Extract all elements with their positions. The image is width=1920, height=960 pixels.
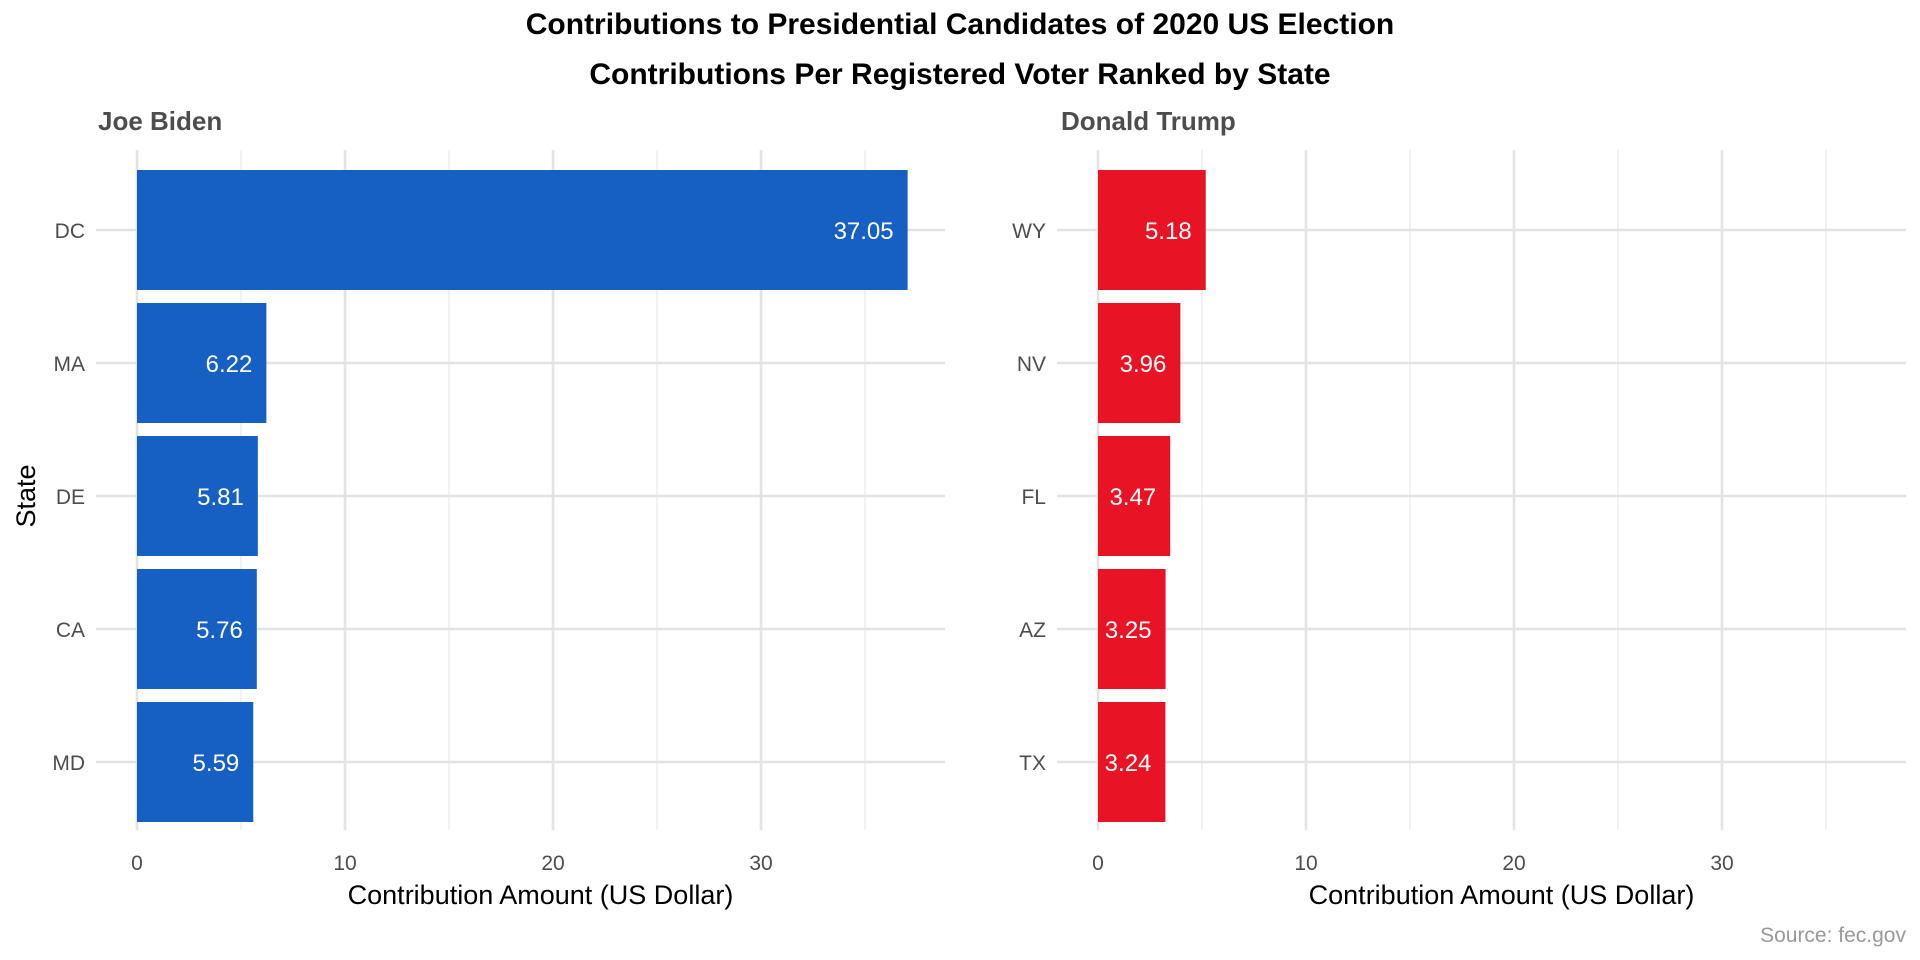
facet-panel: Donald Trump 5.18 WY 3.96 NV 3.47 FL 3.25 AZ 3.24… bbox=[1012, 106, 1906, 910]
y-axis-title: State bbox=[11, 464, 41, 527]
x-tick-label: 0 bbox=[131, 852, 143, 875]
x-axis-title: Contribution Amount (US Dollar) bbox=[348, 880, 734, 910]
bar-value-label: 5.76 bbox=[196, 617, 243, 644]
chart-caption: Source: fec.gov bbox=[1760, 924, 1906, 947]
bar-value-label: 3.96 bbox=[1120, 351, 1167, 378]
y-tick-label: DC bbox=[55, 220, 85, 243]
facet-title: Donald Trump bbox=[1061, 106, 1236, 136]
x-tick-label: 30 bbox=[1710, 852, 1733, 875]
bar bbox=[137, 569, 257, 689]
bar bbox=[137, 702, 254, 822]
bar bbox=[1098, 569, 1166, 689]
bar-value-label: 5.18 bbox=[1145, 218, 1192, 245]
facet-panel: Joe Biden 37.05 DC 6.22 MA 5.81 DE 5.76 CA 5.59 MD… bbox=[52, 106, 945, 910]
bar bbox=[137, 436, 258, 556]
bar bbox=[137, 303, 267, 423]
x-tick-label: 10 bbox=[1294, 852, 1317, 875]
chart-subtitle: Contributions Per Registered Voter Ranke… bbox=[589, 58, 1330, 91]
y-tick-label: TX bbox=[1019, 752, 1046, 775]
bar bbox=[1098, 170, 1206, 290]
y-tick-label: MD bbox=[52, 752, 85, 775]
y-tick-label: WY bbox=[1012, 220, 1046, 243]
bar-value-label: 3.47 bbox=[1109, 484, 1156, 511]
facet-panels: Joe Biden 37.05 DC 6.22 MA 5.81 DE 5.76 CA 5.59 MD… bbox=[52, 106, 1906, 910]
bar-value-label: 5.59 bbox=[193, 750, 240, 777]
x-axis-title: Contribution Amount (US Dollar) bbox=[1309, 880, 1695, 910]
bar-value-label: 3.25 bbox=[1105, 617, 1152, 644]
x-tick-label: 10 bbox=[333, 852, 356, 875]
x-tick-label: 20 bbox=[541, 852, 564, 875]
y-tick-label: DE bbox=[56, 486, 85, 509]
bar-value-label: 5.81 bbox=[197, 484, 244, 511]
bar bbox=[1098, 303, 1181, 423]
x-tick-label: 30 bbox=[749, 852, 772, 875]
chart-title: Contributions to Presidential Candidates… bbox=[526, 8, 1394, 41]
y-tick-label: AZ bbox=[1019, 619, 1046, 642]
bar-value-label: 37.05 bbox=[834, 218, 894, 245]
y-tick-label: NV bbox=[1017, 353, 1046, 376]
bar-value-label: 6.22 bbox=[206, 351, 253, 378]
x-tick-label: 20 bbox=[1502, 852, 1525, 875]
facet-title: Joe Biden bbox=[98, 106, 222, 136]
x-tick-label: 0 bbox=[1092, 852, 1104, 875]
y-tick-label: CA bbox=[56, 619, 85, 642]
y-tick-label: FL bbox=[1021, 486, 1046, 509]
bar bbox=[1098, 436, 1171, 556]
y-tick-label: MA bbox=[54, 353, 86, 376]
bar bbox=[137, 170, 908, 290]
bar bbox=[1098, 702, 1166, 822]
bar-value-label: 3.24 bbox=[1105, 750, 1152, 777]
